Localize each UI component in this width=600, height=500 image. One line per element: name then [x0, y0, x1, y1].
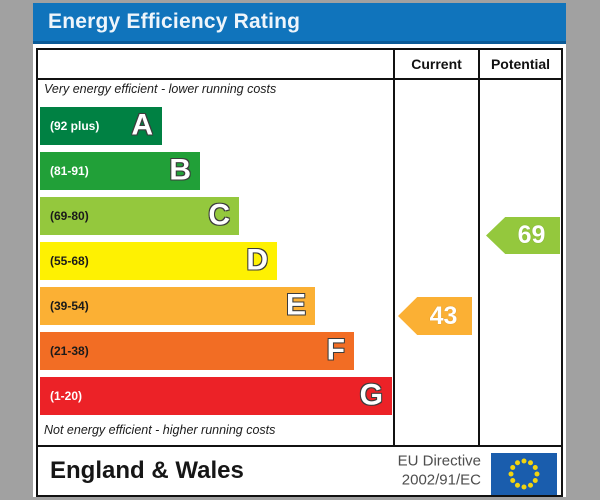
band-e: (39-54) E	[40, 287, 315, 325]
potential-rating-value: 69	[517, 221, 546, 249]
band-c-letter: C	[208, 198, 230, 232]
potential-rating-arrow: 69	[486, 217, 560, 254]
band-g: (1-20) G	[40, 377, 392, 415]
eu-directive-line2: 2002/91/EC	[401, 471, 481, 488]
band-e-letter: E	[285, 288, 306, 322]
band-f-letter: F	[326, 333, 345, 367]
band-a-range: (92 plus)	[50, 119, 100, 133]
band-g-range: (1-20)	[50, 389, 83, 403]
region-label: England & Wales	[50, 457, 244, 484]
column-divider-potential	[478, 50, 480, 447]
caption-very-efficient: Very energy efficient - lower running co…	[44, 82, 277, 96]
epc-panel: Energy Efficiency Rating Current Potenti…	[33, 3, 566, 497]
band-b-letter: B	[169, 153, 191, 187]
band-a: (92 plus) A	[40, 107, 162, 145]
band-b: (81-91) B	[40, 152, 200, 190]
band-f: (21-38) F	[40, 332, 354, 370]
band-a-letter: A	[131, 108, 153, 142]
current-rating-value: 43	[429, 301, 458, 330]
band-d-range: (55-68)	[50, 254, 89, 268]
page-title: Energy Efficiency Rating	[48, 10, 301, 33]
current-rating-arrow: 43	[398, 297, 472, 335]
current-column-header: Current	[411, 56, 462, 72]
footer-row: England & Wales EU Directive 2002/91/EC	[38, 447, 561, 495]
band-d: (55-68) D	[40, 242, 277, 280]
eu-directive-line1: EU Directive	[397, 452, 481, 470]
eu-flag-icon	[491, 453, 557, 495]
title-bar: Energy Efficiency Rating	[33, 3, 566, 44]
eu-directive-text: EU Directive 2002/91/EC	[398, 452, 481, 490]
band-c-range: (69-80)	[50, 209, 89, 223]
potential-column-header: Potential	[490, 56, 551, 72]
band-e-range: (39-54)	[50, 299, 89, 313]
column-divider-current	[393, 50, 395, 447]
band-b-range: (81-91)	[50, 164, 89, 178]
band-f-range: (21-38)	[50, 344, 89, 358]
rating-table: Current Potential Very energy efficient …	[36, 48, 563, 497]
band-c: (69-80) C	[40, 197, 239, 235]
band-g-letter: G	[359, 378, 383, 412]
header-row-divider	[38, 78, 561, 80]
band-d-letter: D	[246, 243, 268, 277]
footer-row-divider	[38, 445, 561, 447]
caption-not-efficient: Not energy efficient - higher running co…	[44, 423, 276, 437]
